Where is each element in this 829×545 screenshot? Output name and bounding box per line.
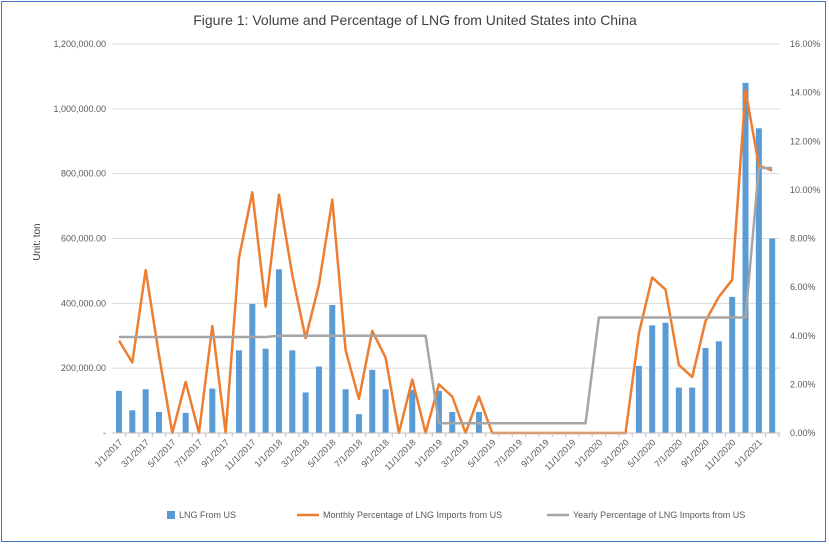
x-tick-label: 1/1/2021 bbox=[732, 437, 764, 469]
bar bbox=[342, 389, 349, 433]
bar bbox=[435, 390, 442, 433]
legend-label: LNG From US bbox=[179, 510, 236, 520]
bar bbox=[262, 348, 269, 433]
bar bbox=[689, 387, 696, 433]
bar bbox=[649, 325, 656, 433]
x-tick-label: 5/1/2020 bbox=[626, 437, 658, 469]
series-line bbox=[117, 88, 773, 435]
y-tick-label: 200,000.00 bbox=[61, 363, 106, 373]
bar bbox=[409, 389, 416, 433]
y-tick-label: 800,000.00 bbox=[61, 169, 106, 179]
y2-tick-label: 12.00% bbox=[790, 136, 821, 146]
x-tick-label: 5/1/2017 bbox=[146, 437, 178, 469]
bar bbox=[369, 369, 376, 433]
x-tick-label: 1/1/2020 bbox=[572, 437, 604, 469]
bar bbox=[315, 366, 322, 433]
x-tick-label: 3/1/2020 bbox=[599, 437, 631, 469]
legend-item: Yearly Percentage of LNG Imports from US bbox=[547, 510, 745, 520]
x-tick-label: 7/1/2019 bbox=[492, 437, 524, 469]
bar bbox=[382, 389, 389, 433]
bar bbox=[729, 296, 736, 433]
bar bbox=[302, 392, 309, 433]
x-tick-label: 3/1/2017 bbox=[119, 437, 151, 469]
bar bbox=[289, 350, 296, 433]
bar bbox=[142, 389, 149, 433]
y2-tick-label: 8.00% bbox=[790, 234, 816, 244]
bar bbox=[769, 238, 776, 433]
bar bbox=[675, 387, 682, 433]
x-tick-label: 1/1/2018 bbox=[253, 437, 285, 469]
bar bbox=[209, 388, 216, 433]
bar bbox=[662, 322, 669, 433]
legend-item: LNG From US bbox=[167, 510, 236, 520]
y-tick-label: 1,200,000.00 bbox=[53, 39, 106, 49]
y-tick-label: - bbox=[103, 428, 106, 438]
legend-swatch bbox=[167, 511, 175, 519]
bar bbox=[329, 304, 336, 433]
y2-tick-label: 4.00% bbox=[790, 331, 816, 341]
bar bbox=[715, 341, 722, 433]
x-tick-label: 7/1/2017 bbox=[173, 437, 205, 469]
x-tick-label: 1/1/2019 bbox=[412, 437, 444, 469]
bar bbox=[755, 128, 762, 433]
legend-item: Monthly Percentage of LNG Imports from U… bbox=[297, 510, 502, 520]
y2-tick-label: 0.00% bbox=[790, 428, 816, 438]
bar bbox=[702, 348, 709, 433]
x-tick-label: 5/1/2019 bbox=[466, 437, 498, 469]
x-tick-label: 5/1/2018 bbox=[306, 437, 338, 469]
y2-tick-label: 10.00% bbox=[790, 185, 821, 195]
chart-title: Figure 1: Volume and Percentage of LNG f… bbox=[193, 12, 637, 28]
x-tick-label: 1/1/2017 bbox=[93, 437, 125, 469]
bar bbox=[355, 414, 362, 433]
y2-tick-label: 16.00% bbox=[790, 39, 821, 49]
y-axis-title: Unit: ton bbox=[32, 223, 43, 260]
bar bbox=[275, 269, 282, 433]
y-tick-label: 600,000.00 bbox=[61, 234, 106, 244]
x-tick-label: 7/1/2018 bbox=[333, 437, 365, 469]
bar bbox=[635, 365, 642, 433]
y2-tick-label: 2.00% bbox=[790, 379, 816, 389]
bar bbox=[249, 303, 256, 433]
bar bbox=[235, 350, 242, 433]
x-tick-label: 3/1/2018 bbox=[279, 437, 311, 469]
bar bbox=[116, 390, 122, 433]
legend-label: Yearly Percentage of LNG Imports from US bbox=[573, 510, 745, 520]
y2-tick-label: 14.00% bbox=[790, 88, 821, 98]
series-line bbox=[119, 166, 773, 425]
legend-label: Monthly Percentage of LNG Imports from U… bbox=[323, 510, 502, 520]
bar bbox=[742, 82, 749, 434]
y-tick-label: 400,000.00 bbox=[61, 298, 106, 308]
bar bbox=[129, 410, 136, 433]
y-tick-label: 1,000,000.00 bbox=[53, 104, 106, 114]
x-tick-label: 3/1/2019 bbox=[439, 437, 471, 469]
bar bbox=[155, 411, 162, 433]
bar bbox=[182, 412, 189, 433]
x-tick-label: 7/1/2020 bbox=[652, 437, 684, 469]
y2-tick-label: 6.00% bbox=[790, 282, 816, 292]
